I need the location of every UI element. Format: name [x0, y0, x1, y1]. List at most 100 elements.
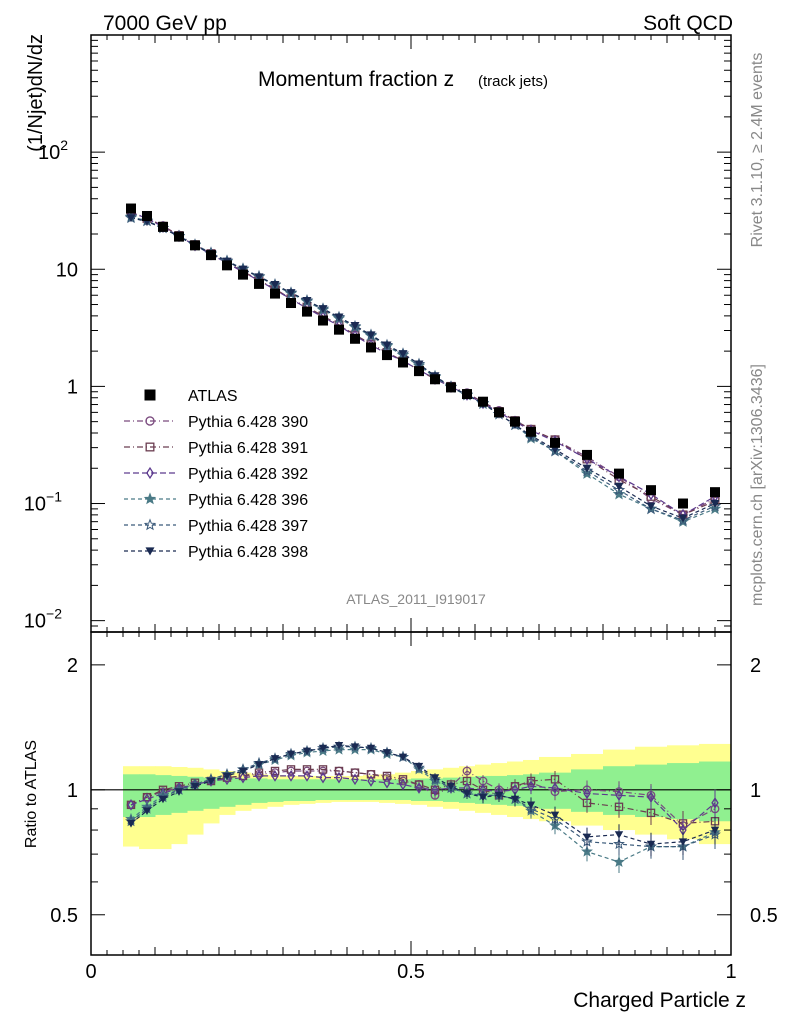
main-data-point [414, 360, 424, 369]
main-data-point [708, 499, 722, 512]
x-axis-label: Charged Particle z [573, 989, 746, 1012]
main-data-point [646, 502, 656, 511]
ratio-data-point [271, 770, 279, 782]
ratio-data-point [238, 767, 248, 776]
legend-label: Pythia 6.428 396 [188, 492, 308, 509]
inner-band-segment [203, 777, 220, 809]
x-tick-label: 1 [725, 961, 736, 983]
ratio-data-point [222, 772, 232, 781]
main-data-point [270, 280, 280, 290]
atlas-data-point [462, 389, 472, 400]
exponent: −2 [46, 606, 62, 622]
atlas-data-point [494, 407, 504, 418]
ratio-plot-frame [90, 631, 732, 956]
ratio-data-point [613, 855, 625, 868]
atlas-data-point [206, 250, 216, 261]
ratio-data-point [613, 837, 625, 850]
ratio-data-point [351, 773, 359, 786]
ratio-axis-ticks: 0 0.5 1 0.5 0.5 1 1 2 2 [50, 632, 778, 983]
legend-marker [145, 442, 155, 452]
atlas-data-point [174, 231, 184, 242]
ratio-data-point [646, 840, 656, 849]
main-data-point [382, 341, 392, 350]
ratio-data-point [415, 782, 423, 794]
legend-marker [143, 492, 157, 505]
legend: ATLAS Pythia 6.428 390 Pythia 6.428 391 Pyt… [124, 388, 308, 561]
ratio-y-axis-label: Ratio to ATLAS [23, 740, 40, 848]
atlas-data-point [526, 426, 536, 437]
inner-band-segment [235, 778, 252, 805]
main-data-point [334, 313, 344, 322]
atlas-data-point [646, 485, 656, 496]
ratio-data-point [319, 771, 327, 784]
atlas-data-point [254, 278, 264, 289]
main-y-tick-label: 1 [67, 376, 78, 398]
legend-label: Pythia 6.428 390 [188, 414, 308, 431]
main-y-tick-label: 102 [38, 137, 68, 164]
main-data-point [612, 483, 626, 496]
main-data-point [366, 331, 376, 340]
ratio-data-point [335, 771, 343, 784]
ratio-data-point [398, 753, 408, 762]
ratio-y-tick-label: 1 [67, 780, 78, 802]
atlas-data-point [446, 382, 456, 393]
main-data-point [678, 514, 688, 523]
main-title: Momentum fraction z [258, 68, 454, 91]
mcplots-reference-label: mcplots.cern.ch [arXiv:1306.3436] [749, 364, 766, 606]
analysis-watermark: ATLAS_2011_I919017 [346, 591, 486, 607]
atlas-data-point [550, 437, 560, 448]
main-data-point [126, 214, 136, 223]
ratio-data-point [678, 838, 688, 846]
main-data-point [398, 350, 408, 359]
ratio-data-point [382, 749, 392, 757]
ratio-data-point [478, 793, 488, 802]
ratio-data-point [710, 826, 720, 835]
ratio-data-point [366, 770, 376, 779]
legend-label: Pythia 6.428 392 [188, 466, 308, 483]
ratio-data-point [350, 743, 360, 751]
header-right-label: Soft QCD [643, 12, 733, 35]
ratio-data-point [127, 799, 135, 811]
ratio-data-point [255, 770, 263, 782]
atlas-data-point [270, 288, 280, 299]
main-data-point [582, 464, 592, 473]
main-y-tick-label: 10−1 [24, 489, 62, 516]
ratio-data-point [583, 787, 591, 800]
ratio-data-point [190, 782, 200, 791]
ratio-data-point [174, 788, 184, 796]
x-tick-label: 0 [85, 961, 96, 983]
legend-marker [145, 416, 155, 426]
ratio-data-point [615, 789, 623, 802]
atlas-data-point [238, 269, 248, 280]
ratio-data-point [334, 766, 344, 776]
ratio-data-point [367, 775, 375, 787]
legend-label: Pythia 6.428 398 [188, 544, 308, 561]
ratio-y-tick-label-right: 1 [750, 780, 761, 802]
ratio-data-point [551, 782, 559, 794]
main-y-axis-label: (1/Njet)dN/dz [25, 34, 47, 152]
atlas-data-point [286, 298, 296, 309]
ratio-data-point [318, 744, 328, 753]
ratio-data-point [462, 766, 472, 776]
atlas-data-point [582, 449, 592, 460]
main-data-point [580, 464, 594, 477]
ratio-data-point [414, 762, 424, 771]
inner-band-segment [667, 763, 700, 820]
atlas-data-point [678, 498, 688, 509]
atlas-data-point [302, 306, 312, 317]
main-title-subscript: (track jets) [478, 73, 548, 90]
exponent: −1 [46, 489, 62, 505]
ratio-data-point [582, 833, 592, 842]
ratio-series-group [125, 740, 721, 873]
ratio-y-tick-label-right: 0.5 [750, 905, 778, 927]
ratio-data-point [303, 770, 311, 782]
ratio-data-point [527, 780, 535, 793]
atlas-data-point [318, 315, 328, 326]
main-data-point [710, 499, 720, 509]
ratio-data-point [302, 765, 312, 774]
main-panel: Momentum fraction z (track jets) ATLAS_2… [24, 34, 732, 633]
atlas-data-point [478, 396, 488, 407]
ratio-data-point [399, 778, 407, 791]
ratio-data-point [287, 770, 295, 782]
ratio-data-point [462, 790, 472, 798]
